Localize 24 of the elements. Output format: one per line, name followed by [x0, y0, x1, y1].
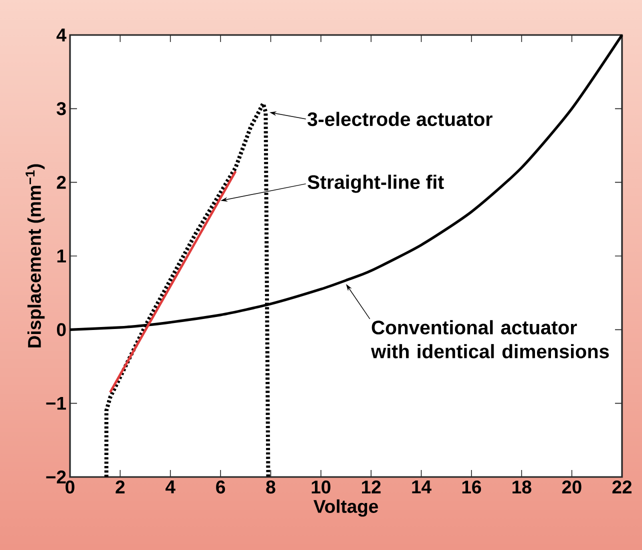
y-tick-label: −2 [46, 470, 66, 484]
x-tick-label: 12 [362, 480, 381, 494]
annotation: Straight-line fit [308, 174, 444, 193]
y-tick-label: 3 [56, 102, 66, 116]
annotation: Conventional actuator with identical dimensions [370, 320, 609, 358]
x-tick-label: 14 [412, 480, 432, 494]
x-tick-label: 18 [512, 480, 532, 494]
x-tick-label: 6 [216, 480, 226, 494]
x-tick-label: 22 [612, 480, 632, 494]
x-axis-title: Voltage [314, 499, 378, 517]
y-tick-label: −1 [46, 396, 66, 410]
y-tick-label: 1 [57, 250, 66, 262]
x-tick-label: 2 [116, 480, 125, 494]
x-tick-label: 10 [312, 480, 330, 494]
x-tick-label: 0 [66, 480, 74, 494]
y-axis-title: Displacement (mm$^{−1}$) [26, 164, 45, 348]
y-tick-label: 0 [56, 323, 66, 336]
x-tick-label: 4 [166, 480, 176, 494]
x-tick-label: 8 [266, 480, 276, 494]
y-tick-label: 2 [56, 176, 66, 189]
y-tick-label: 4 [56, 28, 66, 42]
x-tick-label: 16 [462, 480, 482, 494]
annotation: 3-electrode actuator [308, 112, 492, 126]
x-tick-label: 20 [562, 480, 582, 494]
